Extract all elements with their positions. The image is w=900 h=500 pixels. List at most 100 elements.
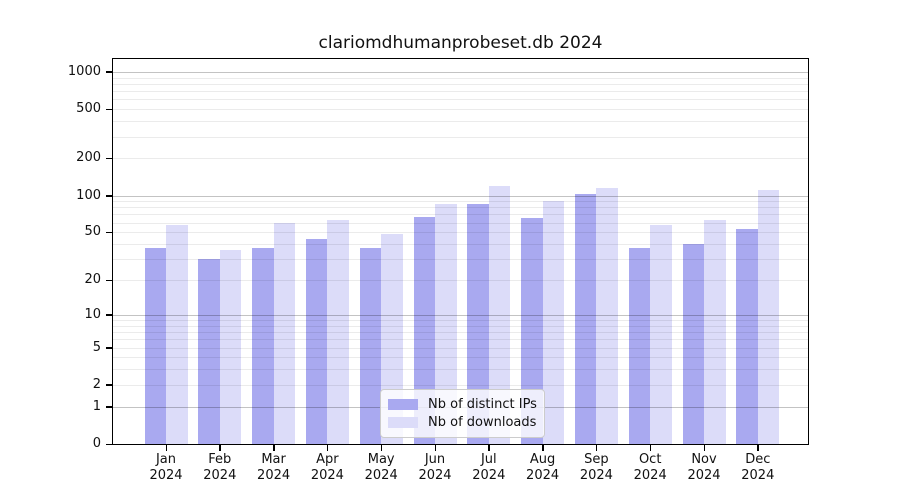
year-label: 2024	[687, 468, 721, 483]
gridline-minor	[113, 339, 808, 341]
gridline-minor	[113, 320, 808, 321]
year-label: 2024	[579, 468, 613, 483]
y-tick	[106, 71, 112, 73]
bar-downloads-sep	[596, 188, 618, 444]
y-tick-label: 5	[92, 339, 101, 355]
year-label: 2024	[310, 468, 344, 483]
month-label: Nov	[691, 452, 717, 467]
gridline-minor	[113, 332, 808, 333]
gridline-minor	[113, 109, 808, 111]
x-tick-label-aug: Aug 2024	[503, 452, 583, 484]
x-tick	[165, 445, 167, 451]
y-tick-label: 100	[76, 187, 101, 203]
x-tick-label-oct: Oct 2024	[610, 452, 690, 484]
bar-ips-dec	[736, 229, 758, 444]
gridline-minor	[113, 214, 808, 216]
gridline-minor	[113, 99, 808, 101]
gridline-minor	[113, 77, 808, 79]
gridline-major	[113, 71, 808, 73]
gridline-minor	[113, 357, 808, 359]
x-tick	[703, 445, 705, 451]
x-tick	[380, 445, 383, 451]
bar-ips-aug	[521, 218, 543, 444]
month-label: May	[367, 452, 395, 467]
gridline-minor	[113, 91, 808, 93]
legend-label: Nb of downloads	[428, 414, 537, 430]
gridline-minor	[113, 244, 808, 245]
month-label: Apr	[316, 452, 339, 467]
gridline-minor	[113, 207, 808, 209]
gridline-minor	[113, 83, 808, 85]
year-label: 2024	[364, 468, 398, 483]
month-label: Mar	[261, 452, 286, 467]
x-tick	[542, 445, 544, 451]
gridline-minor	[113, 369, 808, 371]
x-tick	[326, 445, 329, 451]
y-tick-label: 200	[76, 150, 101, 166]
bar-downloads-apr	[327, 220, 349, 444]
year-label: 2024	[633, 468, 667, 483]
y-tick	[106, 384, 112, 386]
y-tick	[106, 279, 112, 281]
x-tick-label-dec: Dec 2024	[718, 452, 798, 484]
x-tick-label-jan: Jan 2024	[126, 452, 206, 484]
gridline-minor	[113, 325, 808, 327]
bar-ips-apr	[305, 239, 328, 444]
y-tick	[106, 406, 112, 408]
gridline-minor	[113, 158, 808, 160]
bar-downloads-oct	[650, 225, 672, 444]
bar-ips-jul	[467, 204, 489, 444]
bar-ips-oct	[628, 248, 651, 444]
y-tick	[106, 108, 112, 111]
bar-ips-sep	[574, 194, 597, 444]
bar-downloads-dec	[757, 190, 780, 444]
bar-downloads-jun	[435, 203, 457, 444]
x-tick	[219, 445, 221, 451]
gridline-minor	[113, 347, 808, 349]
gridline-minor	[113, 259, 808, 261]
bar-downloads-feb	[219, 249, 242, 444]
bar-downloads-mar	[273, 222, 296, 444]
month-label: Dec	[745, 452, 771, 467]
x-tick	[649, 445, 652, 451]
bar-ips-mar	[252, 248, 274, 444]
month-label: Aug	[529, 452, 556, 467]
month-label: Jan	[155, 452, 177, 467]
gridline-minor	[113, 232, 808, 234]
month-label: Jul	[480, 452, 497, 467]
y-tick-label: 50	[84, 224, 101, 240]
gridline-minor	[113, 136, 808, 138]
x-tick	[273, 445, 275, 451]
y-tick-label: 10	[84, 306, 101, 322]
bar-ips-jan	[144, 248, 166, 444]
y-tick	[106, 314, 112, 316]
y-tick-label: 2	[92, 376, 101, 392]
bar-ips-jun	[413, 216, 435, 444]
x-tick-label-mar: Mar 2024	[234, 452, 314, 484]
gridline-minor	[113, 201, 808, 203]
y-tick-label: 20	[84, 272, 101, 287]
gridline-minor	[113, 280, 808, 281]
gridline-major	[113, 314, 808, 316]
y-tick	[106, 231, 112, 234]
legend-swatch-downloads	[388, 417, 418, 428]
y-tick-label: 1	[92, 398, 101, 414]
x-tick	[488, 445, 490, 451]
y-tick	[106, 195, 112, 197]
x-tick-label-feb: Feb 2024	[180, 452, 260, 484]
year-label: 2024	[203, 468, 237, 483]
month-label: Sep	[584, 452, 609, 467]
bar-ips-nov	[682, 244, 704, 444]
x-tick	[757, 445, 759, 451]
x-tick-label-apr: Apr 2024	[287, 452, 367, 484]
bar-downloads-aug	[542, 201, 565, 444]
year-label: 2024	[257, 468, 291, 483]
x-tick-label-jul: Jul 2024	[449, 452, 529, 484]
year-label: 2024	[741, 468, 775, 483]
bar-ips-may	[359, 248, 382, 444]
gridline-minor	[113, 222, 808, 224]
gridline-minor	[113, 384, 808, 386]
x-tick	[595, 445, 598, 451]
bar-downloads-nov	[704, 220, 726, 444]
